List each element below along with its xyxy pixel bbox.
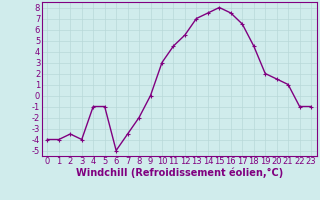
X-axis label: Windchill (Refroidissement éolien,°C): Windchill (Refroidissement éolien,°C) (76, 168, 283, 178)
